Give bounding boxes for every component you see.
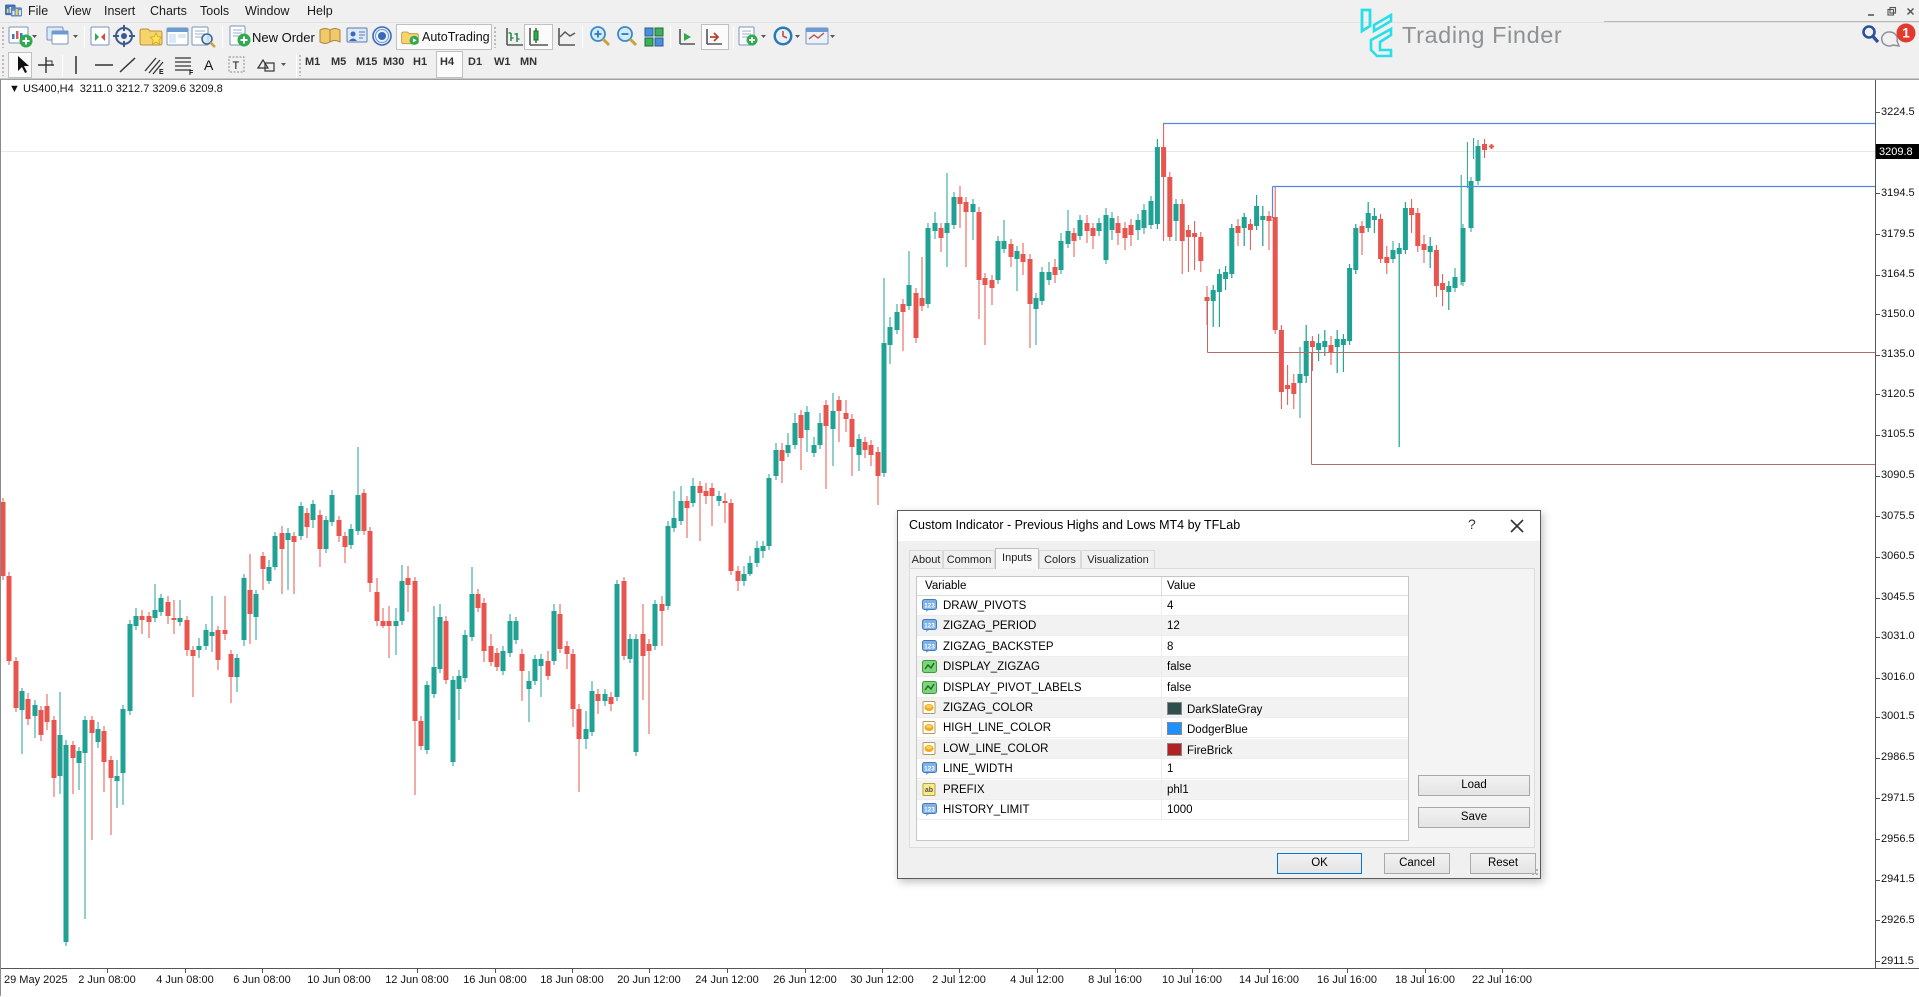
svg-text:123: 123 xyxy=(924,807,935,814)
svg-text:123: 123 xyxy=(924,603,935,610)
svg-text:ab: ab xyxy=(925,787,933,794)
svg-text:T: T xyxy=(233,60,240,72)
svg-text:E: E xyxy=(159,69,164,75)
svg-text:Trading Finder: Trading Finder xyxy=(1402,22,1562,48)
svg-text:123: 123 xyxy=(924,643,935,650)
svg-text:1: 1 xyxy=(1902,26,1910,41)
svg-text:123: 123 xyxy=(924,766,935,773)
svg-text:F: F xyxy=(189,70,194,75)
svg-text:123: 123 xyxy=(924,623,935,630)
